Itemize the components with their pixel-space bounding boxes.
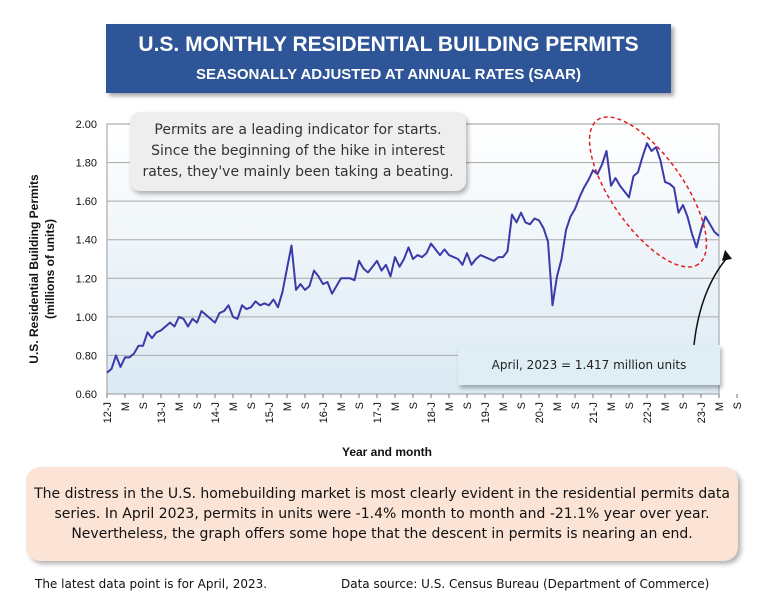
y-tick-label: 0.80 — [76, 350, 97, 362]
y-tick-label: 1.80 — [76, 158, 97, 170]
y-tick-label: 2.00 — [76, 119, 97, 131]
y-tick-label: 1.00 — [76, 312, 97, 324]
summary-line: series. In April 2023, permits in units … — [54, 506, 710, 522]
title-banner: U.S. MONTHLY RESIDENTIAL BUILDING PERMIT… — [106, 24, 671, 93]
x-tick-label: M — [228, 402, 240, 411]
x-tick-label: M — [174, 402, 186, 411]
x-tick-label: 16-J — [318, 402, 330, 423]
x-tick-label: S — [138, 402, 150, 409]
highlight-ellipse — [588, 116, 708, 268]
callout-note: Permits are a leading indicator for star… — [130, 112, 466, 191]
x-tick-label: M — [282, 402, 294, 411]
x-tick-label: 20-J — [534, 402, 546, 423]
summary-line: The distress in the U.S. homebuilding ma… — [34, 486, 730, 502]
callout-line: Since the beginning of the hike in inter… — [151, 143, 445, 159]
x-tick-label: M — [660, 402, 672, 411]
x-tick-label: S — [678, 402, 690, 409]
footer-source: Data source: U.S. Census Bureau (Departm… — [341, 577, 710, 591]
x-tick-label: 13-J — [156, 402, 168, 423]
y-tick-label: 1.40 — [76, 235, 97, 247]
x-tick-label: M — [120, 402, 132, 411]
callout-line: rates, they've mainly been taking a beat… — [142, 164, 454, 180]
x-tick-label: S — [462, 402, 474, 409]
callout-line: Permits are a leading indicator for star… — [154, 122, 442, 138]
x-tick-label: S — [192, 402, 204, 409]
summary-box: The distress in the U.S. homebuilding ma… — [26, 467, 738, 561]
x-tick-label: M — [714, 402, 726, 411]
x-tick-label: 12-J — [102, 402, 114, 423]
y-tick-label: 0.60 — [76, 389, 97, 401]
pointer-arrow — [693, 257, 728, 346]
x-axis-label: Year and month — [342, 445, 432, 459]
x-tick-label: S — [570, 402, 582, 409]
x-tick-label: M — [336, 402, 348, 411]
x-tick-label: S — [516, 402, 528, 409]
x-tick-label: M — [390, 402, 402, 411]
x-tick-label: 21-J — [588, 402, 600, 423]
x-tick-label: M — [606, 402, 618, 411]
y-axis-label: U.S. Residential Building Permits — [27, 174, 41, 364]
y-axis-label-units: (millions of units) — [43, 219, 57, 319]
y-tick-label: 1.20 — [76, 273, 97, 285]
x-tick-label: 15-J — [264, 402, 276, 423]
x-tick-label: 17-J — [372, 402, 384, 423]
x-tick-label: 23-J — [696, 402, 708, 423]
series-line — [106, 142, 720, 374]
x-tick-label: M — [444, 402, 456, 411]
footer-latest-note: The latest data point is for April, 2023… — [35, 577, 268, 591]
x-tick-label: M — [498, 402, 510, 411]
arrow-head — [722, 249, 732, 261]
x-tick-label: 22-J — [642, 402, 654, 423]
x-tick-label: S — [624, 402, 636, 409]
x-tick-label: S — [354, 402, 366, 409]
chart-subtitle: SEASONALLY ADJUSTED AT ANNUAL RATES (SAA… — [195, 66, 582, 83]
x-tick-label: S — [246, 402, 258, 409]
x-tick-label: 18-J — [426, 402, 438, 423]
chart-title: U.S. MONTHLY RESIDENTIAL BUILDING PERMIT… — [138, 33, 639, 56]
y-tick-label: 1.60 — [76, 196, 97, 208]
x-tick-label: 14-J — [210, 402, 222, 423]
x-axis-ticks: 12-J M S 13-J M S 14-J M S 15-J M S 16-J M S 17-J M S 18-J… — [102, 394, 744, 423]
x-tick-label: 19-J — [480, 402, 492, 423]
x-tick-label: M — [552, 402, 564, 411]
summary-line: Nevertheless, the graph offers some hope… — [71, 526, 693, 542]
x-tick-label: S — [732, 402, 744, 409]
x-tick-label: S — [408, 402, 420, 409]
latest-value-label: April, 2023 = 1.417 million units — [458, 345, 720, 385]
x-tick-label: S — [300, 402, 312, 409]
y-axis-ticks: 0.60 0.80 1.00 1.20 1.40 1.60 1.80 2.00 — [76, 119, 97, 401]
